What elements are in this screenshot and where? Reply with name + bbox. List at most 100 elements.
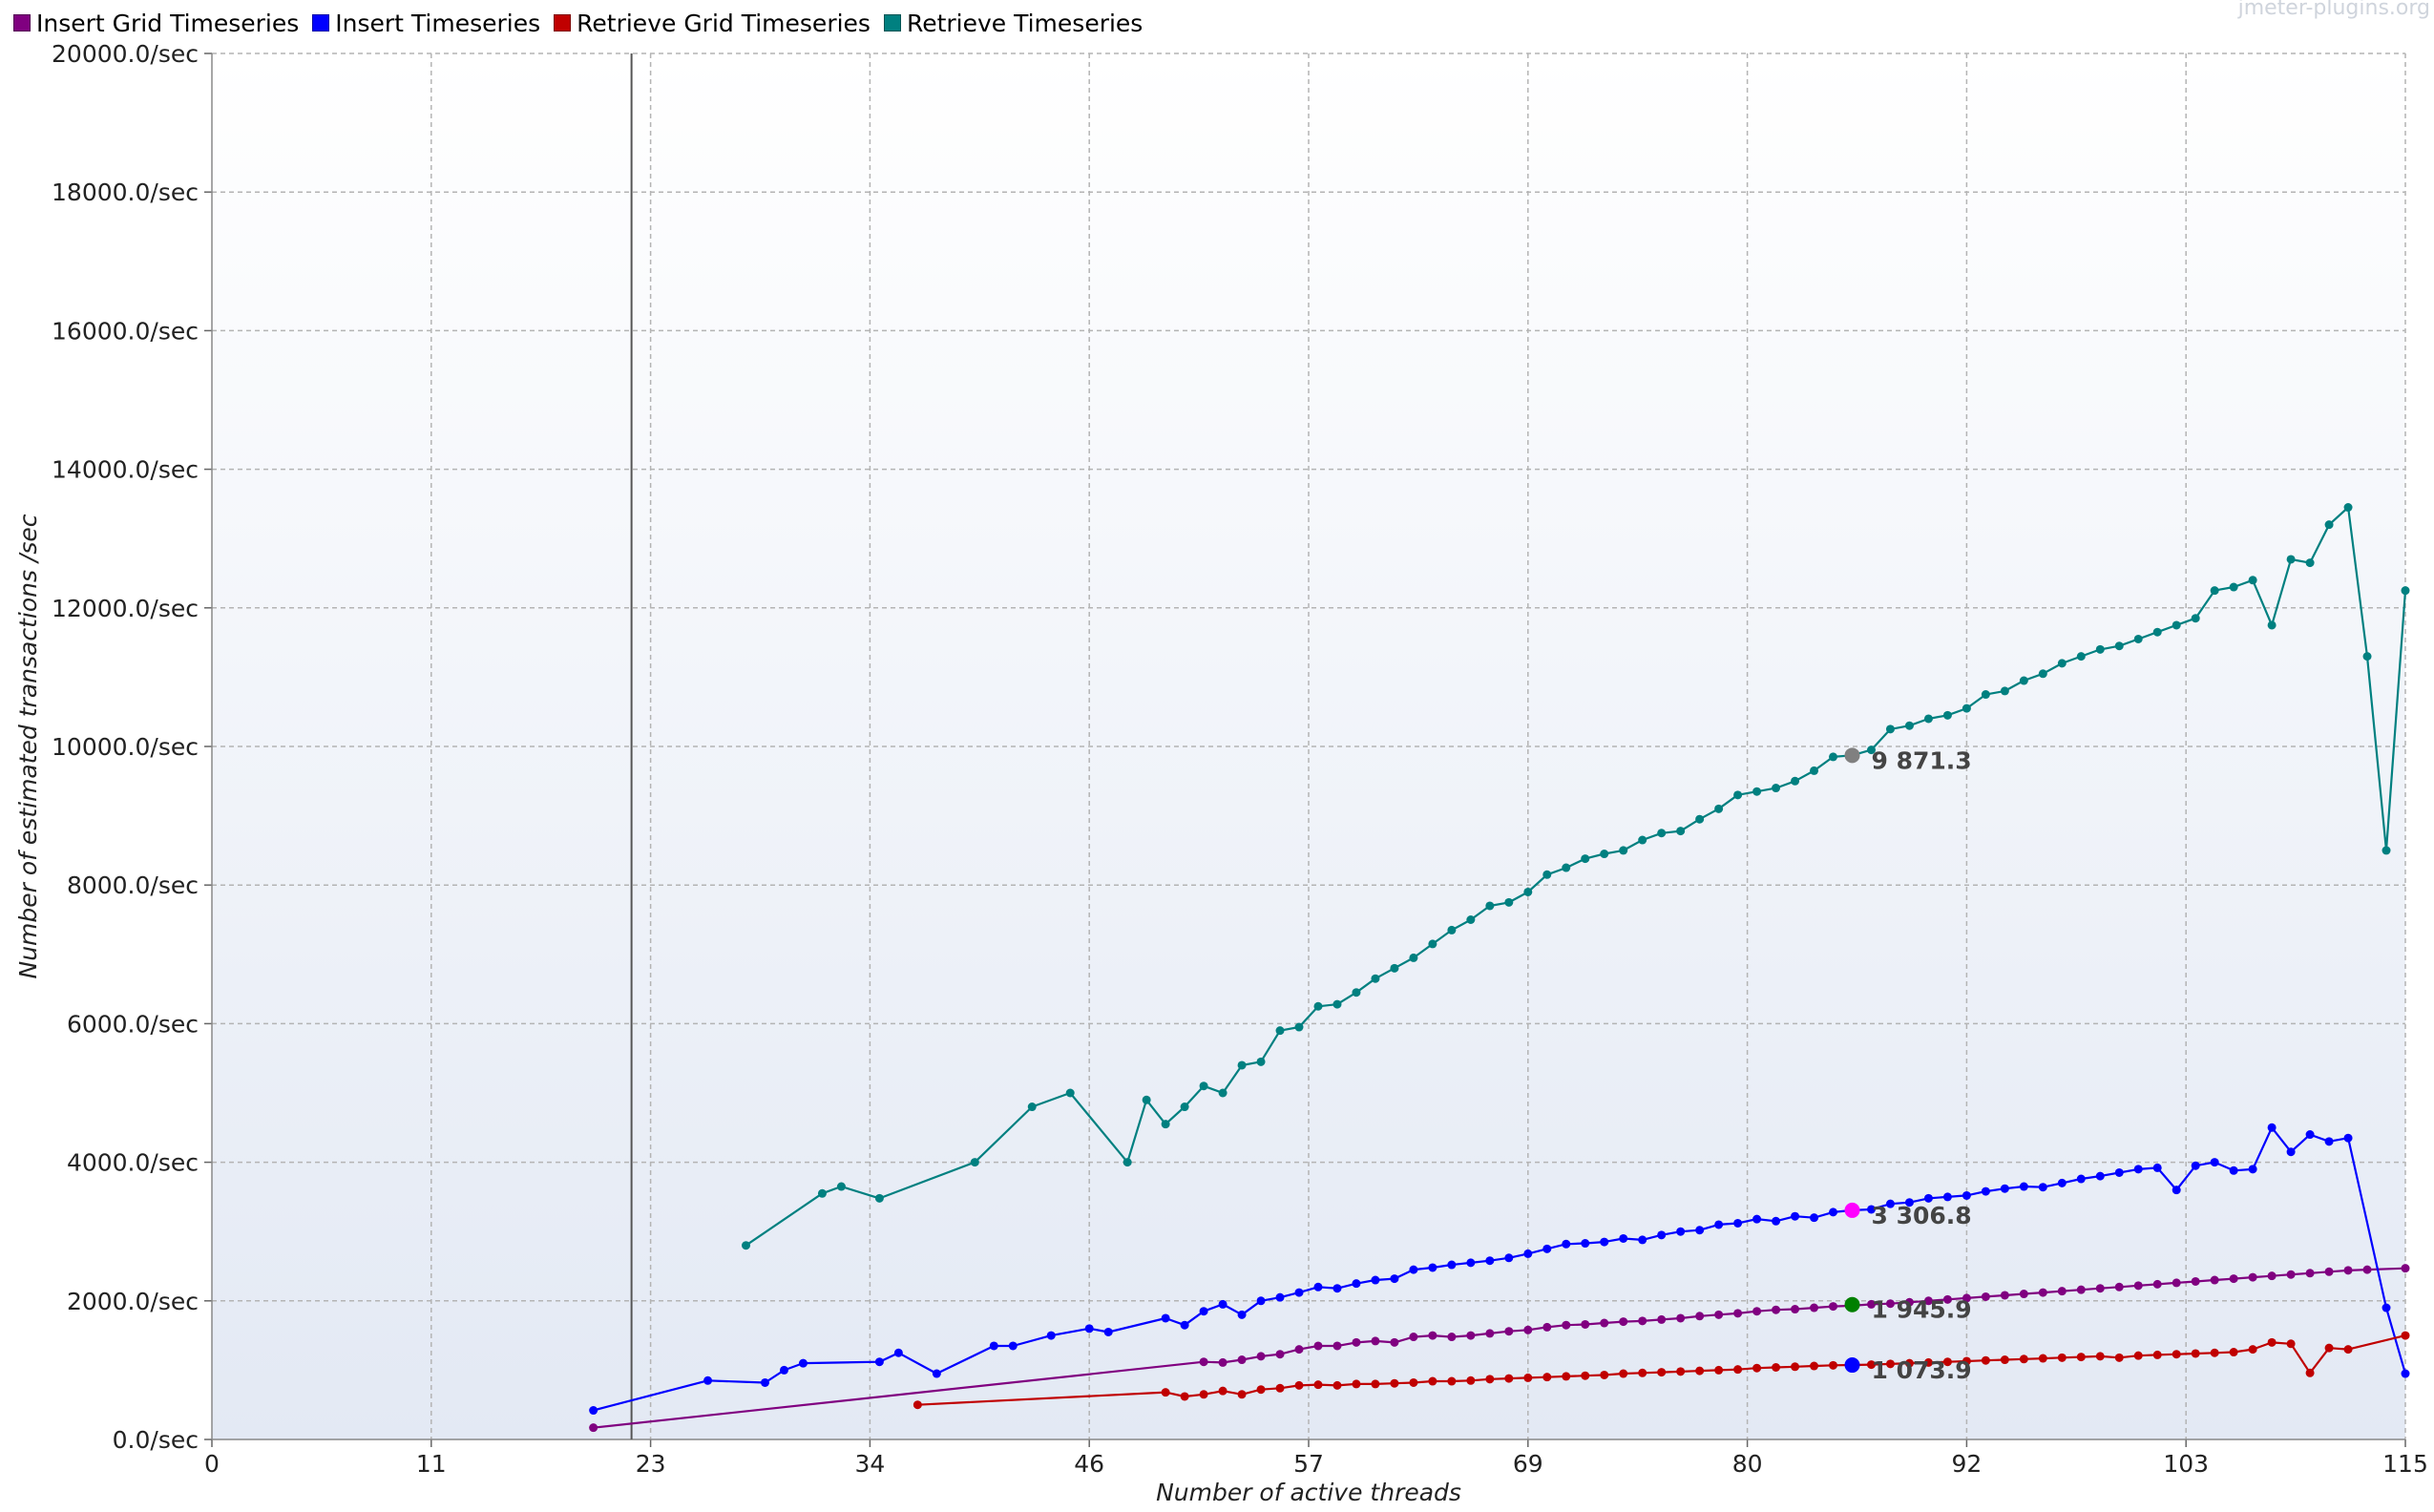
data-point: [1752, 1363, 1762, 1373]
data-point: [1466, 1376, 1476, 1385]
data-point: [1772, 784, 1781, 793]
data-point: [2191, 614, 2200, 623]
data-point: [1390, 1274, 1399, 1284]
data-point: [2210, 1275, 2219, 1285]
y-tick-label: 0.0/sec: [113, 1426, 199, 1454]
data-point: [1504, 1253, 1514, 1263]
data-point: [1371, 1336, 1380, 1346]
data-point: [1161, 1388, 1170, 1397]
data-point: [1542, 870, 1552, 879]
data-point: [932, 1369, 941, 1378]
hover-marker: [1844, 747, 1860, 764]
data-point: [2343, 1266, 2353, 1275]
data-point: [2095, 1171, 2105, 1181]
data-point: [1466, 1331, 1476, 1340]
data-point: [1332, 999, 1342, 1009]
data-point: [1829, 1302, 1838, 1312]
legend-label: Insert Grid Timeseries: [36, 9, 300, 37]
data-point: [1752, 787, 1762, 796]
data-point: [1695, 1312, 1705, 1321]
data-point: [2152, 627, 2162, 637]
data-point: [1504, 1374, 1514, 1383]
data-point: [2362, 1265, 2372, 1274]
data-point: [1256, 1385, 1266, 1395]
data-point: [1581, 1239, 1590, 1249]
data-point: [1923, 1296, 1933, 1306]
series-line: [593, 1267, 2406, 1429]
data-point: [2095, 1352, 2105, 1361]
data-point: [1638, 1316, 1647, 1326]
data-point: [1657, 1230, 1667, 1240]
data-point: [1562, 1239, 1571, 1249]
data-point: [1313, 1282, 1323, 1292]
data-point: [1733, 790, 1743, 800]
legend-swatch: [312, 14, 330, 32]
x-tick-label: 11: [416, 1450, 447, 1478]
data-point: [2229, 1348, 2238, 1357]
data-point: [2095, 1284, 2105, 1293]
data-point: [1523, 1325, 1533, 1334]
data-point: [1218, 1386, 1227, 1396]
data-point: [2324, 520, 2334, 530]
data-point: [2133, 1165, 2143, 1174]
data-point: [1447, 1260, 1457, 1270]
data-point: [1332, 1341, 1342, 1351]
data-point: [1904, 1198, 1914, 1208]
hover-layer: 9 871.3 3 306.8 1 945.9 1 073.9: [1844, 746, 1972, 1384]
data-point: [1866, 746, 1876, 755]
data-point: [1390, 1337, 1399, 1347]
data-point: [2076, 1174, 2086, 1184]
data-point: [2152, 1350, 2162, 1359]
series-group: [913, 1331, 2410, 1410]
data-point: [1428, 1331, 1437, 1340]
data-point: [989, 1341, 998, 1351]
data-point: [1581, 1319, 1590, 1329]
data-point: [1981, 1355, 1990, 1365]
data-point: [836, 1182, 846, 1191]
legend-item: Retrieve Grid Timeseries: [554, 10, 871, 37]
y-tick-label: 14000.0/sec: [52, 456, 199, 484]
data-point: [1218, 1088, 1227, 1098]
data-point: [1103, 1327, 1113, 1336]
data-point: [1428, 1263, 1437, 1272]
data-point: [1008, 1341, 1018, 1351]
data-point: [1371, 1275, 1380, 1285]
data-point: [1485, 1375, 1495, 1384]
data-point: [2076, 1285, 2086, 1294]
data-point: [1829, 752, 1838, 762]
data-point: [1409, 953, 1418, 962]
data-point: [1619, 846, 1628, 855]
data-point: [970, 1158, 979, 1167]
axes: 0.0/sec2000.0/sec4000.0/sec6000.0/sec800…: [14, 40, 2428, 1506]
data-point: [2172, 620, 2181, 630]
data-point: [2076, 652, 2086, 662]
data-point: [2114, 1167, 2124, 1177]
data-point: [1523, 1373, 1533, 1382]
data-point: [2401, 586, 2410, 596]
data-point: [1791, 1211, 1800, 1221]
data-point: [1942, 1192, 1952, 1202]
data-point: [1942, 1357, 1952, 1367]
data-point: [2286, 1270, 2296, 1279]
data-point: [2019, 1290, 2028, 1299]
data-point: [2229, 582, 2238, 592]
data-point: [1466, 915, 1476, 924]
data-point: [817, 1188, 827, 1198]
data-point: [1447, 1376, 1457, 1386]
data-point: [798, 1358, 808, 1368]
x-tick-label: 57: [1293, 1450, 1324, 1478]
data-point: [1275, 1383, 1285, 1393]
data-point: [1542, 1373, 1552, 1382]
data-point: [1714, 1310, 1724, 1319]
data-point: [1657, 1314, 1667, 1324]
data-point: [589, 1423, 598, 1433]
data-point: [2210, 1348, 2219, 1357]
data-point: [1428, 1376, 1437, 1386]
data-point: [1600, 1237, 1609, 1247]
data-point: [2286, 1147, 2296, 1157]
data-point: [1885, 1359, 1895, 1369]
data-point: [1428, 939, 1437, 949]
data-point: [1485, 901, 1495, 911]
data-point: [1218, 1299, 1227, 1309]
data-point: [1772, 1216, 1781, 1226]
